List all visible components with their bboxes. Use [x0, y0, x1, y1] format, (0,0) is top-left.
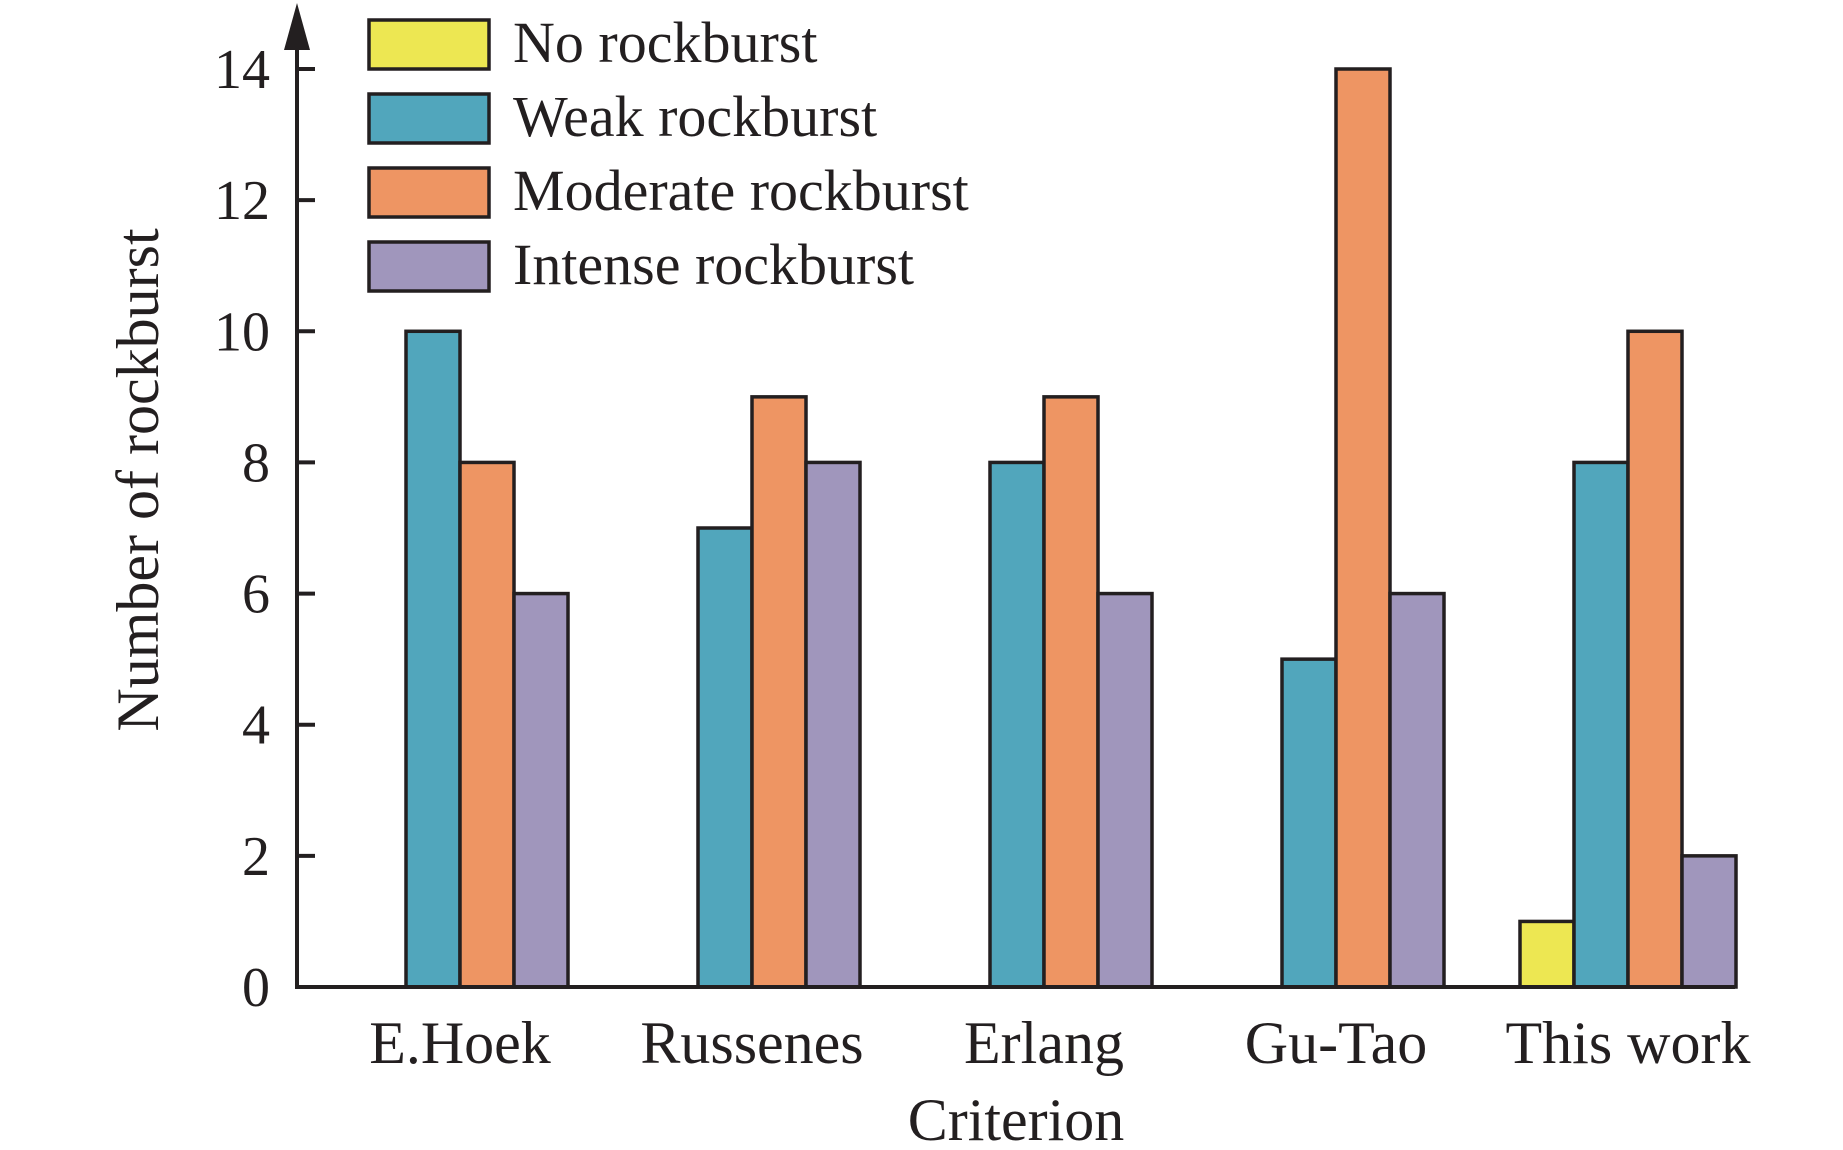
bar-this-work-no-rockburst	[1518, 919, 1576, 989]
bar-e-hoek-moderate-rockburst	[458, 460, 516, 989]
bar-gu-tao-intense-rockburst	[1388, 591, 1446, 989]
y-ticks-group: 0 2 4 6 8 10 12 14	[214, 39, 315, 1019]
bar-e-hoek-intense-rockburst	[512, 591, 570, 989]
bar-erlang-weak-rockburst	[988, 460, 1046, 989]
y-tick-label-14: 14	[214, 39, 270, 101]
y-tick-label-12: 12	[214, 170, 270, 232]
y-tick-label-0: 0	[242, 957, 270, 1019]
bar-this-work-weak-rockburst	[1572, 460, 1630, 989]
y-axis-title: Number of rockburst	[105, 228, 171, 732]
legend-label-moderate-rockburst: Moderate rockburst	[513, 158, 969, 223]
x-tick-label-erlang: Erlang	[964, 1010, 1124, 1076]
bar-gu-tao-moderate-rockburst	[1334, 67, 1392, 989]
legend-label-intense-rockburst: Intense rockburst	[513, 232, 914, 297]
bar-e-hoek-weak-rockburst	[404, 329, 462, 989]
y-tick-label-10: 10	[214, 301, 270, 363]
x-categories-group: E.Hoek Russenes Erlang Gu-Tao This work	[369, 1010, 1750, 1076]
legend-swatch-no-rockburst	[367, 18, 491, 71]
axes-group	[284, 3, 1735, 989]
x-tick-label-russenes: Russenes	[640, 1010, 863, 1076]
bar-russenes-moderate-rockburst	[750, 395, 808, 989]
legend-swatch-weak-rockburst	[367, 92, 491, 145]
bar-russenes-intense-rockburst	[804, 460, 862, 989]
legend: No rockburst Weak rockburst Moderate rockb…	[367, 10, 969, 297]
y-tick-label-8: 8	[242, 432, 270, 494]
bar-this-work-moderate-rockburst	[1626, 329, 1684, 989]
x-axis-title: Criterion	[908, 1087, 1125, 1150]
bar-erlang-moderate-rockburst	[1042, 395, 1100, 989]
y-tick-label-2: 2	[242, 826, 270, 888]
bar-russenes-weak-rockburst	[696, 526, 754, 989]
x-tick-label-gu-tao: Gu-Tao	[1245, 1010, 1427, 1076]
legend-label-weak-rockburst: Weak rockburst	[513, 84, 877, 149]
legend-label-no-rockburst: No rockburst	[513, 10, 817, 75]
bar-gu-tao-weak-rockburst	[1280, 657, 1338, 989]
x-tick-label-this-work: This work	[1506, 1010, 1751, 1076]
legend-swatch-intense-rockburst	[367, 240, 491, 293]
bars-group	[404, 67, 1738, 989]
y-axis-arrow	[284, 3, 310, 50]
bar-erlang-intense-rockburst	[1096, 591, 1154, 989]
x-tick-label-e-hoek: E.Hoek	[369, 1010, 551, 1076]
y-tick-label-6: 6	[242, 564, 270, 626]
y-tick-label-4: 4	[242, 695, 270, 757]
legend-swatch-moderate-rockburst	[367, 166, 491, 219]
bar-this-work-intense-rockburst	[1680, 854, 1738, 989]
